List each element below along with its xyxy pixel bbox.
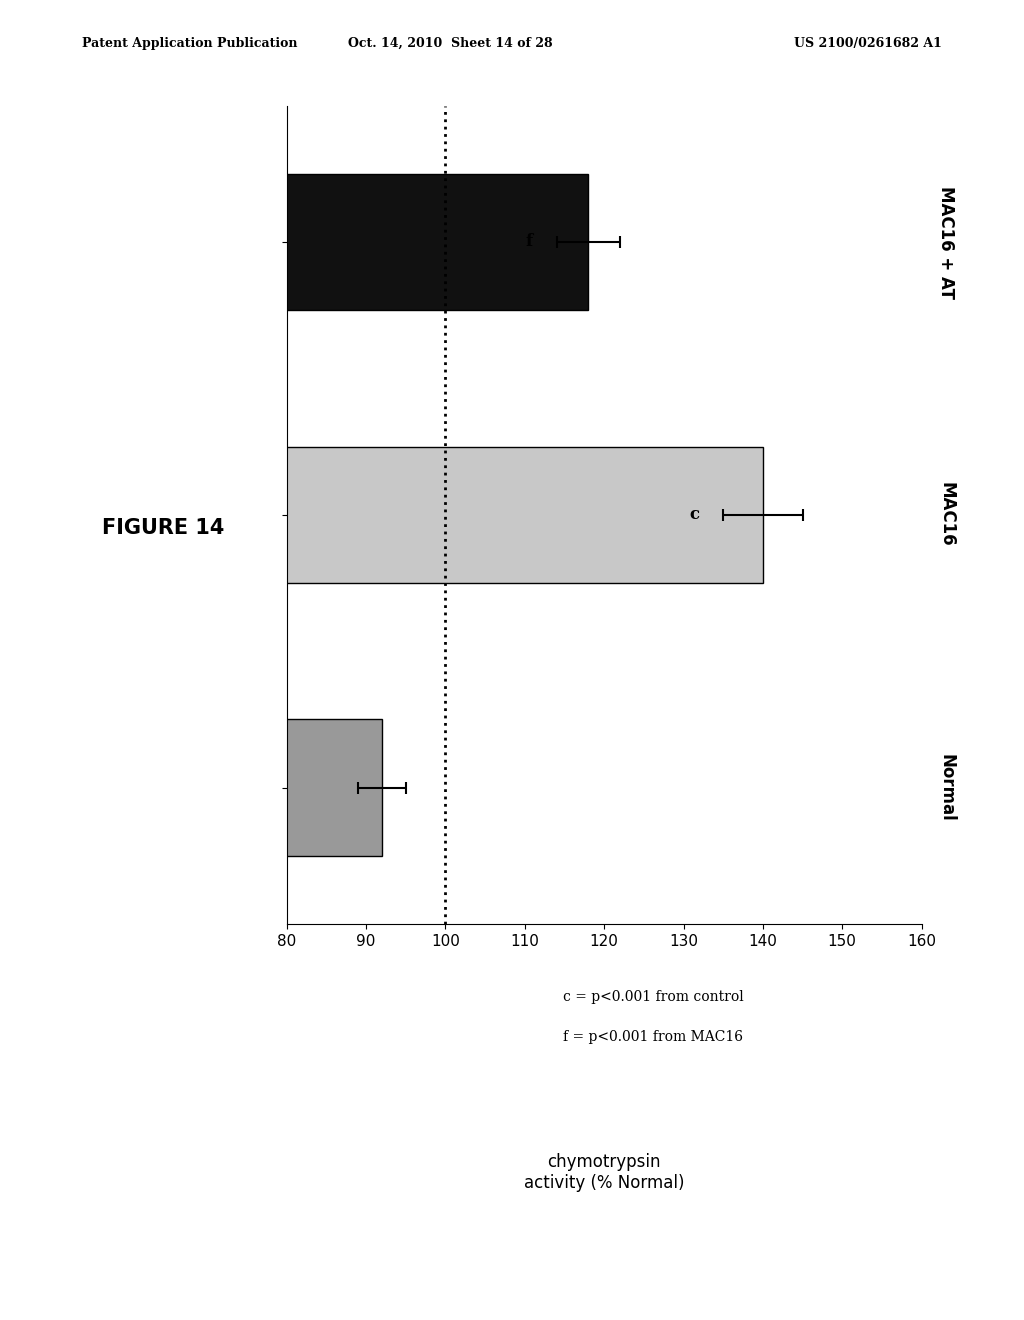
Bar (0, 446, 763, 583)
Text: FIGURE 14: FIGURE 14 (102, 517, 225, 539)
Text: US 2100/0261682 A1: US 2100/0261682 A1 (795, 37, 942, 50)
Bar (0, 719, 382, 855)
Text: c: c (689, 507, 699, 523)
Text: MAC16: MAC16 (938, 483, 955, 546)
Text: chymotrypsin
activity (% Normal): chymotrypsin activity (% Normal) (524, 1154, 684, 1192)
Bar (0, 174, 588, 310)
Text: Patent Application Publication: Patent Application Publication (82, 37, 297, 50)
Text: MAC16 + AT: MAC16 + AT (938, 186, 955, 298)
Text: Oct. 14, 2010  Sheet 14 of 28: Oct. 14, 2010 Sheet 14 of 28 (348, 37, 553, 50)
Text: f: f (525, 234, 532, 251)
Text: f = p<0.001 from MAC16: f = p<0.001 from MAC16 (563, 1030, 743, 1044)
Text: Normal: Normal (938, 754, 955, 821)
Text: c = p<0.001 from control: c = p<0.001 from control (563, 990, 744, 1005)
